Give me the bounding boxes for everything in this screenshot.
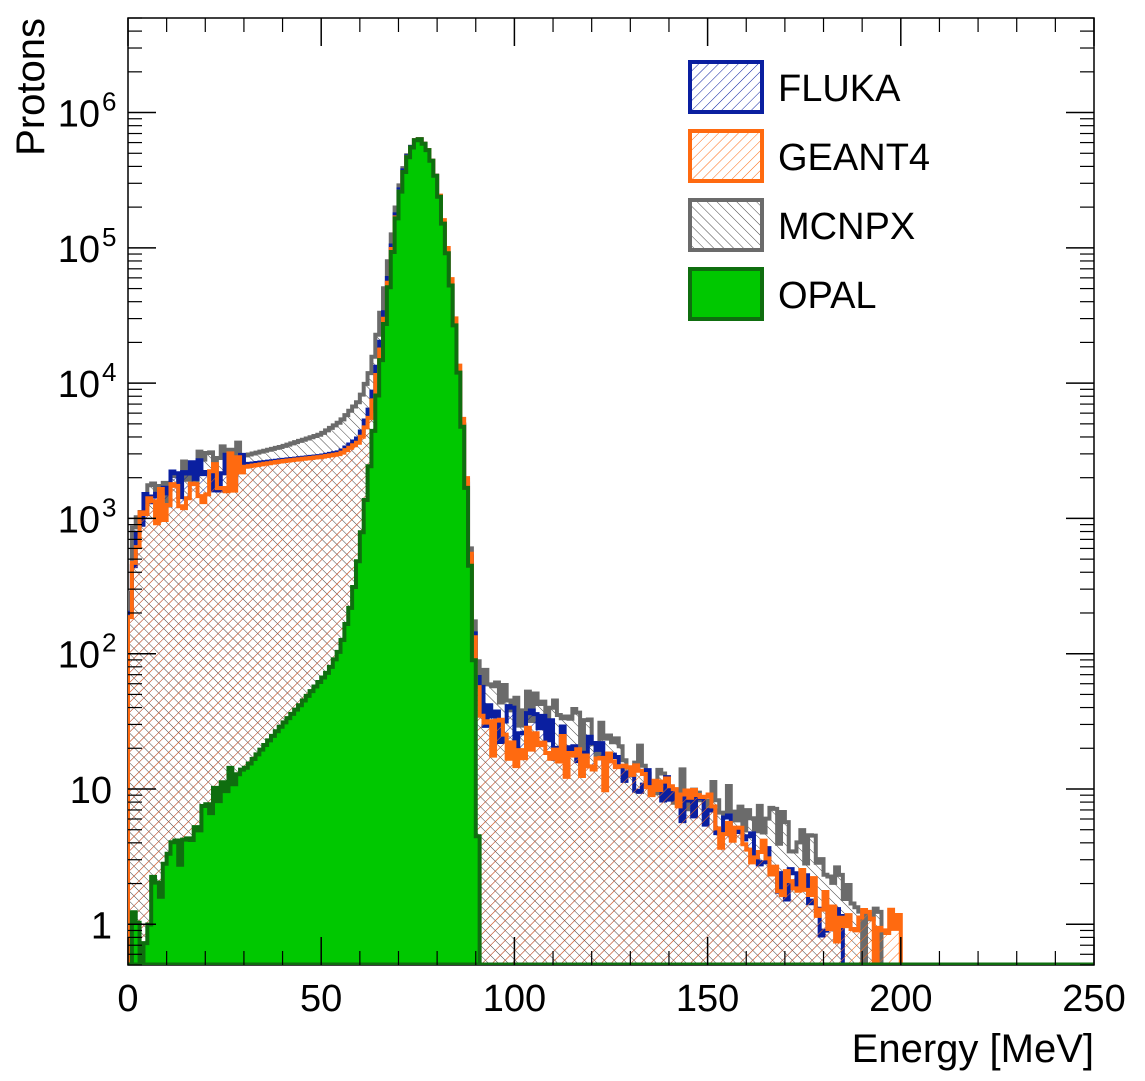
x-tick-label: 0 <box>117 978 138 1020</box>
legend-label: OPAL <box>778 275 877 317</box>
legend-item-fluka: FLUKA <box>688 60 901 114</box>
legend-item-opal: OPAL <box>688 267 877 321</box>
x-axis-title: Energy [MeV] <box>852 1027 1094 1071</box>
y-tick-label: 1 <box>91 905 112 947</box>
legend-item-mcnpx: MCNPX <box>688 198 915 252</box>
legend-swatch <box>688 198 764 252</box>
legend-swatch <box>688 60 764 114</box>
legend-item-geant4: GEANT4 <box>688 129 930 183</box>
x-tick-label: 250 <box>1062 978 1125 1020</box>
series-opal <box>128 137 482 965</box>
y-tick-exponent: 6 <box>102 87 116 117</box>
y-tick-exponent: 2 <box>102 628 116 658</box>
legend-swatch <box>688 267 764 321</box>
legend-label: MCNPX <box>778 206 915 248</box>
legend-swatch <box>688 129 764 183</box>
y-tick-exponent: 5 <box>102 222 116 252</box>
x-tick-label: 50 <box>300 978 342 1020</box>
x-tick-label: 200 <box>869 978 932 1020</box>
y-tick-exponent: 3 <box>102 492 116 522</box>
legend-label: FLUKA <box>778 68 901 110</box>
y-tick-label: 10 <box>58 229 100 271</box>
y-tick-exponent: 4 <box>102 357 116 387</box>
y-tick-label: 10 <box>58 499 100 541</box>
y-tick-label: 10 <box>58 364 100 406</box>
y-tick-label: 10 <box>70 770 112 812</box>
x-tick-label: 100 <box>483 978 546 1020</box>
series-layer <box>128 137 1094 965</box>
y-tick-label: 10 <box>58 94 100 136</box>
y-axis-title: Protons <box>9 18 53 156</box>
legend: FLUKA GEANT4 MCNPX OPAL <box>688 60 930 321</box>
x-tick-label: 150 <box>676 978 739 1020</box>
legend-label: GEANT4 <box>778 137 930 179</box>
y-tick-label: 10 <box>58 635 100 677</box>
